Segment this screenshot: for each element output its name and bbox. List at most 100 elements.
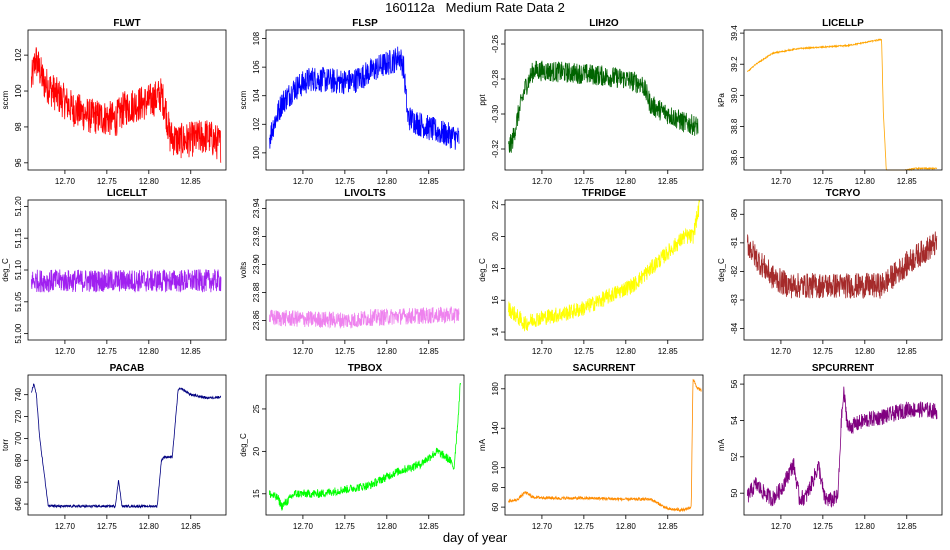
y-tick-label: -0.28 — [491, 69, 500, 88]
y-tick-label: 740 — [14, 387, 23, 401]
y-tick-label: 16 — [491, 295, 500, 304]
x-tick-label: 12.80 — [377, 522, 398, 531]
y-axis-label: ppt — [478, 94, 487, 106]
x-tick-label: 12.85 — [897, 522, 918, 531]
x-tick-label: 12.80 — [855, 522, 876, 531]
y-tick-label: 23.94 — [252, 198, 261, 219]
y-tick-label: -0.30 — [491, 104, 500, 123]
y-axis-label: volts — [239, 262, 248, 278]
series-line — [747, 231, 938, 299]
y-tick-label: 102 — [14, 48, 23, 62]
x-tick-label: 12.70 — [293, 347, 314, 356]
y-tick-label: 98 — [14, 122, 23, 131]
x-tick-label: 12.75 — [335, 177, 356, 186]
x-tick-label: 12.85 — [658, 177, 679, 186]
plot-frame — [265, 29, 465, 171]
x-axis-title: day of year — [442, 530, 508, 545]
plot-frame — [743, 374, 943, 516]
y-axis-label: mA — [478, 438, 487, 451]
y-tick-label: 106 — [252, 60, 261, 74]
plot-frame — [265, 199, 465, 341]
panel-title: LIVOLTS — [344, 188, 386, 199]
y-tick-label: 96 — [14, 158, 23, 167]
series-line — [269, 306, 460, 329]
x-tick-label: 12.80 — [616, 347, 637, 356]
y-tick-label: -81 — [730, 237, 739, 249]
x-tick-label: 12.80 — [139, 347, 160, 356]
y-tick-label: 100 — [491, 460, 500, 474]
y-tick-label: 18 — [491, 263, 500, 272]
x-tick-label: 12.75 — [813, 177, 834, 186]
x-tick-label: 12.80 — [377, 347, 398, 356]
x-tick-label: 12.85 — [419, 177, 440, 186]
panel-spcurrent: SPCURRENT 12.70 12.75 12.80 12.85 50 52 54 56 mA — [717, 363, 943, 531]
series-line — [747, 386, 938, 508]
y-tick-label: 720 — [14, 409, 23, 423]
y-tick-label: -0.32 — [491, 139, 500, 158]
y-tick-label: -80 — [730, 208, 739, 220]
x-tick-label: 12.75 — [813, 347, 834, 356]
y-tick-label: 22 — [491, 200, 500, 209]
y-tick-label: 180 — [491, 382, 500, 396]
x-tick-label: 12.80 — [139, 522, 160, 531]
x-tick-label: 12.75 — [97, 177, 118, 186]
y-tick-label: 39.0 — [730, 87, 739, 103]
x-tick-label: 12.75 — [574, 177, 595, 186]
x-tick-label: 12.80 — [616, 177, 637, 186]
panel-title: FLSP — [352, 18, 378, 29]
panel-title: LICELLT — [107, 188, 147, 199]
series-line — [508, 60, 699, 153]
y-tick-label: 38.8 — [730, 118, 739, 134]
y-tick-label: 660 — [14, 475, 23, 489]
series-line — [31, 268, 222, 293]
y-tick-label: -82 — [730, 265, 739, 277]
y-tick-label: 39.4 — [730, 25, 739, 41]
y-axis-label: kPa — [717, 93, 726, 107]
x-tick-label: 12.85 — [897, 177, 918, 186]
x-tick-label: 12.75 — [335, 522, 356, 531]
y-tick-label: 680 — [14, 453, 23, 467]
x-tick-label: 12.85 — [181, 177, 202, 186]
y-axis-label: deg_C — [1, 258, 10, 282]
x-tick-label: 12.70 — [532, 347, 553, 356]
y-tick-label: 14 — [491, 327, 500, 336]
y-axis-label: torr — [1, 439, 10, 451]
x-tick-label: 12.75 — [335, 347, 356, 356]
panel-sacurrent: SACURRENT 12.70 12.75 12.80 12.85 60 80 100 140 1… — [478, 363, 704, 531]
panel-title: FLWT — [113, 18, 140, 29]
x-tick-label: 12.75 — [574, 347, 595, 356]
panel-title: PACAB — [110, 363, 145, 374]
plot-frame — [743, 29, 943, 171]
x-tick-label: 12.80 — [855, 177, 876, 186]
plot-frame — [265, 374, 465, 516]
x-tick-label: 12.85 — [419, 522, 440, 531]
panel-title: TCRYO — [826, 188, 861, 199]
x-tick-label: 12.85 — [181, 347, 202, 356]
panel-title: TPBOX — [348, 363, 383, 374]
panel-tcryo: TCRYO 12.70 12.75 12.80 12.85 -84 -83 -82 -81 -80… — [717, 188, 943, 356]
y-tick-label: 23.90 — [252, 254, 261, 275]
x-tick-label: 12.70 — [771, 522, 792, 531]
x-tick-label: 12.70 — [532, 522, 553, 531]
plot-frame — [27, 29, 227, 171]
series-line — [269, 382, 461, 511]
y-tick-label: 51.10 — [14, 259, 23, 280]
y-axis-label: deg_C — [717, 258, 726, 282]
y-axis-label: sccm — [1, 90, 10, 109]
x-tick-label: 12.80 — [616, 522, 637, 531]
y-tick-label: 104 — [252, 88, 261, 102]
y-tick-label: 23.88 — [252, 282, 261, 303]
series-line — [31, 383, 222, 509]
y-tick-label: 15 — [252, 489, 261, 498]
series-line — [269, 46, 460, 150]
y-tick-label: 25 — [252, 404, 261, 413]
series-line — [508, 378, 702, 513]
y-axis-label: deg_C — [239, 433, 248, 457]
y-tick-label: 52 — [730, 452, 739, 461]
panel-title: LICELLP — [822, 18, 864, 29]
x-tick-label: 12.70 — [771, 347, 792, 356]
panel-pacab: PACAB 12.70 12.75 12.80 12.85 640 660 680 700 720… — [1, 363, 227, 531]
x-tick-label: 12.70 — [293, 522, 314, 531]
y-tick-label: 100 — [252, 146, 261, 160]
